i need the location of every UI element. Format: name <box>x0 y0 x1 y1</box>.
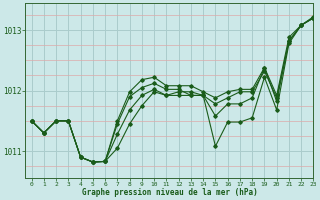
X-axis label: Graphe pression niveau de la mer (hPa): Graphe pression niveau de la mer (hPa) <box>82 188 257 197</box>
